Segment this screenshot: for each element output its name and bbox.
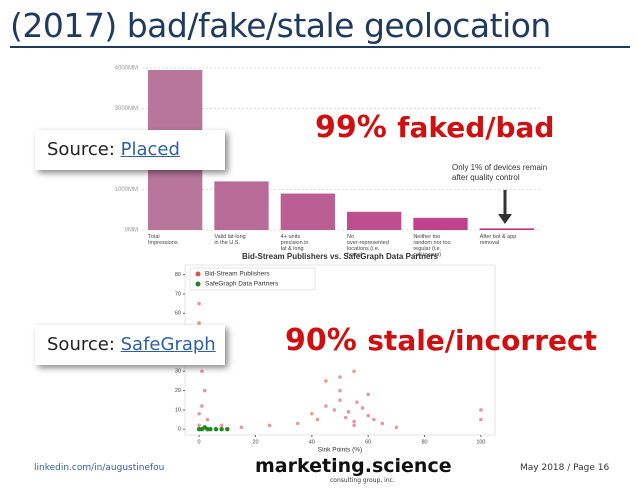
- bar: [479, 228, 534, 230]
- scatter-point: [346, 410, 351, 414]
- scatter-point: [208, 427, 213, 432]
- highlight: 90% stale/incorrect: [285, 323, 597, 358]
- x-tick-label: 0: [198, 439, 201, 445]
- footer-sub: consulting group, inc.: [330, 477, 395, 484]
- source-callout: Source: Placed: [35, 130, 225, 170]
- plot-area: [184, 264, 496, 436]
- highlight-text: stale/incorrect: [367, 324, 597, 357]
- x-tick-label: 60: [365, 439, 371, 445]
- footer-brand: marketing.science: [255, 455, 452, 477]
- source-label: Source:: [47, 139, 115, 160]
- x-tick-label: Total Impressions: [148, 234, 178, 246]
- y-tick-label: 70: [175, 291, 181, 297]
- chart-title: Bid-Stream Publishers vs. SafeGraph Data…: [242, 252, 439, 261]
- scatter-point: [479, 408, 483, 412]
- scatter-point: [352, 369, 356, 374]
- source-callout: Source: SafeGraph: [35, 325, 225, 365]
- scatter-point: [315, 417, 320, 422]
- highlight: 99% faked/bad: [315, 110, 554, 145]
- scatter-point: [360, 406, 365, 410]
- scatter-point: [355, 400, 359, 404]
- y-tick-label: 30: [175, 369, 181, 375]
- bar: [413, 217, 468, 230]
- scatter-point: [343, 415, 348, 420]
- title-rule: [10, 46, 630, 48]
- y-tick-label: 10: [175, 407, 181, 413]
- scatter-point: [200, 404, 204, 408]
- arrow-head: [498, 214, 512, 224]
- scatter-point: [479, 417, 483, 422]
- scatter-point: [200, 369, 204, 374]
- scatter-point: [366, 392, 370, 397]
- y-tick-label: 3000MM: [115, 106, 138, 112]
- scatter-point: [197, 411, 201, 416]
- legend-label: SafeGraph Data Partners: [205, 281, 279, 288]
- x-tick-label: 80: [421, 439, 427, 445]
- scatter-point: [394, 425, 399, 430]
- y-tick-label: 80: [175, 272, 181, 278]
- slide-title: (2017) bad/fake/stale geolocation: [10, 6, 551, 45]
- scatter-point: [324, 404, 328, 408]
- x-tick-label: Valid lat-long in the U.S.: [214, 234, 245, 246]
- x-tick-label: After bot & app removal: [480, 234, 517, 246]
- scatter-point: [197, 321, 201, 325]
- x-tick-label: No over-represented locations (i.e. home): [347, 234, 389, 258]
- scatter-point: [225, 427, 230, 432]
- y-tick-label: 0: [178, 427, 181, 433]
- source-label: Source:: [47, 334, 115, 355]
- scatter-point: [332, 408, 337, 412]
- scatter-point: [366, 413, 370, 418]
- footer-link[interactable]: linkedin.com/in/augustinefou: [34, 463, 165, 473]
- highlight-number: 99%: [315, 110, 387, 145]
- scatter-point: [372, 417, 376, 422]
- y-tick-label: 4000MM: [115, 66, 138, 72]
- legend-marker: [195, 281, 201, 287]
- scatter-point: [219, 427, 224, 432]
- highlight-text: faked/bad: [397, 111, 555, 144]
- scatter-point: [197, 301, 201, 306]
- x-tick-label: 4+ units precision in lat & long: [281, 234, 309, 252]
- bar: [280, 193, 335, 230]
- scatter-point: [380, 421, 385, 426]
- scatter-point: [295, 421, 300, 426]
- annotation: Only 1% of devices remain after quality c…: [452, 163, 547, 182]
- scatter-point: [202, 388, 207, 393]
- bar: [347, 211, 402, 230]
- legend-label: Bid-Stream Publishers: [205, 271, 270, 278]
- footer-page: May 2018 / Page 16: [520, 463, 610, 473]
- source-link[interactable]: SafeGraph: [120, 334, 216, 355]
- scatter-point: [310, 411, 314, 416]
- x-tick-label: Neither too random nor too regular (i.e. ce…: [413, 234, 450, 258]
- scatter-point: [205, 417, 210, 422]
- scatter-point: [239, 425, 244, 430]
- highlight-number: 90%: [285, 323, 357, 358]
- scatter-point: [213, 427, 219, 432]
- x-axis-label: Sink Points (%): [318, 447, 362, 454]
- legend-box: [189, 267, 316, 291]
- scatter-point: [338, 388, 342, 393]
- y-tick-label: 60: [175, 311, 181, 317]
- scatter-point: [267, 423, 272, 428]
- bar: [214, 181, 269, 230]
- source-link[interactable]: Placed: [120, 139, 180, 160]
- scatter-point: [324, 379, 328, 383]
- x-tick-label: 100: [476, 439, 485, 445]
- x-tick-label: 20: [252, 439, 258, 445]
- legend-marker: [195, 271, 201, 277]
- scatter-point: [197, 423, 201, 428]
- scatter-point: [338, 398, 342, 403]
- scatter-point: [352, 419, 356, 424]
- scatter-point: [219, 423, 224, 428]
- scatter-point: [338, 375, 342, 379]
- y-tick-label: 20: [175, 388, 181, 394]
- x-tick-label: 40: [309, 439, 315, 445]
- y-tick-label: 1000MM: [115, 187, 138, 193]
- scatter-point: [352, 423, 356, 428]
- y-tick-label: 0MM: [125, 228, 138, 234]
